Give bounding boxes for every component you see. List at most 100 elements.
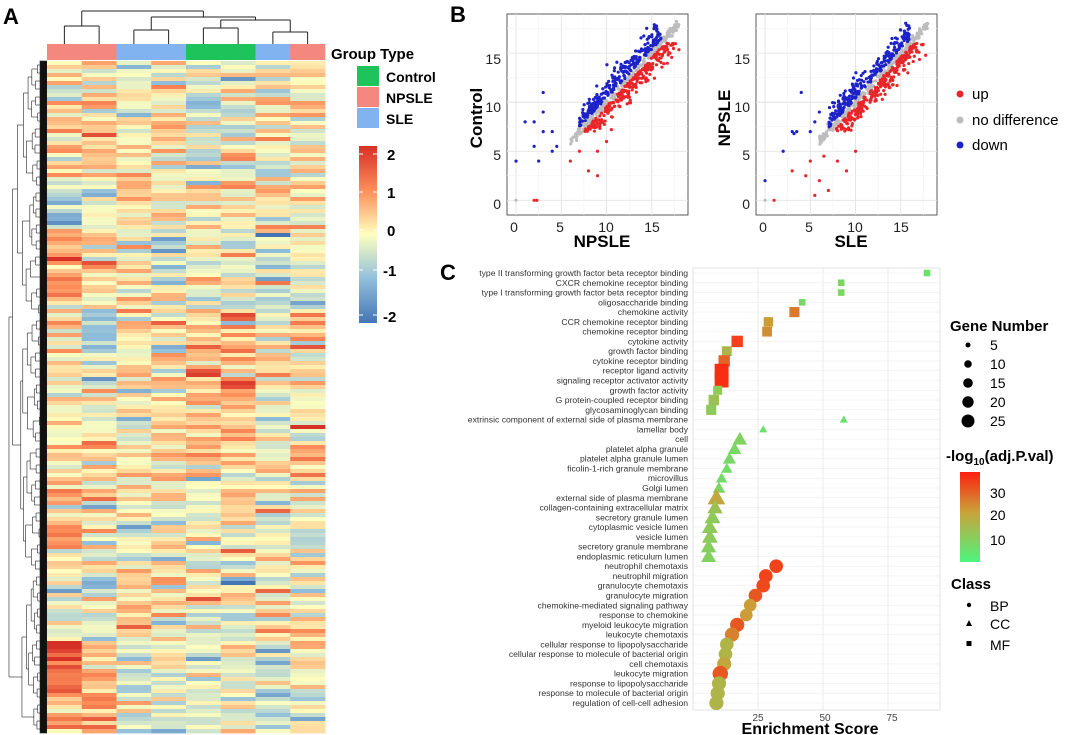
- scatter-point: [883, 92, 887, 96]
- heatmap-cell: [81, 681, 117, 686]
- heatmap-cell: [255, 105, 291, 110]
- scatter-point: [655, 27, 659, 31]
- heatmap-cell: [116, 193, 152, 198]
- heatmap-cell: [151, 589, 187, 594]
- heatmap-cell: [220, 193, 256, 198]
- heatmap-cell: [290, 653, 326, 658]
- scatter-point: [623, 65, 628, 69]
- heatmap-cell: [220, 377, 256, 382]
- scatter-point: [866, 80, 870, 84]
- heatmap-cell: [290, 453, 326, 458]
- heatmap-cell: [220, 213, 256, 218]
- heatmap-cell: [81, 353, 117, 358]
- heatmap-cell: [47, 221, 83, 226]
- heatmap-cell: [81, 421, 117, 426]
- gene-number-title: Gene Number: [950, 318, 1049, 335]
- scatter-point: [621, 88, 625, 93]
- heatmap-cell: [151, 397, 187, 402]
- heatmap-cell: [255, 321, 291, 326]
- heatmap-cell: [255, 593, 291, 598]
- scatter-point: [578, 132, 582, 136]
- scatter-point: [604, 107, 609, 112]
- heatmap-cell: [81, 401, 117, 406]
- heatmap-cell: [255, 473, 291, 478]
- heatmap-cell: [186, 497, 222, 502]
- y-ticks: 0 5 10 15: [734, 51, 750, 212]
- heatmap-cell: [186, 73, 222, 78]
- heatmap-cell: [151, 653, 187, 658]
- heatmap-cell: [47, 329, 83, 334]
- scatter-point: [909, 45, 913, 49]
- heatmap-cell: [290, 165, 326, 170]
- heatmap-cell: [47, 105, 83, 110]
- heatmap-cell: [47, 345, 83, 350]
- heatmap-cell: [151, 453, 187, 458]
- heatmap-cell: [116, 621, 152, 626]
- term-marker-cc: [704, 509, 721, 524]
- heatmap-cell: [290, 409, 326, 414]
- scatter-point: [864, 77, 868, 81]
- heatmap-cell: [47, 425, 83, 430]
- heatmap-cell: [47, 549, 83, 554]
- scatter-point: [674, 19, 678, 23]
- scatter-point: [532, 198, 536, 202]
- heatmap-cell: [151, 225, 187, 230]
- heatmap-cell: [151, 713, 187, 718]
- heatmap-cell: [220, 305, 256, 310]
- term-label: growth factor activity: [610, 385, 689, 395]
- heatmap-cell: [116, 101, 152, 106]
- heatmap-cell: [220, 177, 256, 182]
- heatmap-cell: [116, 653, 152, 658]
- heatmap-cell: [47, 489, 83, 494]
- heatmap-cell: [186, 257, 222, 262]
- heatmap-cell: [290, 325, 326, 330]
- heatmap-cell: [151, 221, 187, 226]
- heatmap-cell: [290, 377, 326, 382]
- heatmap-cell: [116, 661, 152, 666]
- heatmap-cell: [255, 669, 291, 674]
- heatmap-cell: [151, 341, 187, 346]
- heatmap-cell: [81, 481, 117, 486]
- heatmap-cell: [186, 469, 222, 474]
- heatmap-cell: [220, 481, 256, 486]
- heatmap-cell: [290, 317, 326, 322]
- heatmap-cell: [47, 201, 83, 206]
- scatter-point: [637, 59, 641, 64]
- scatter-point: [598, 107, 602, 111]
- scatter-point: [610, 90, 614, 94]
- heatmap-cell: [47, 477, 83, 482]
- scatter-point: [828, 116, 832, 120]
- heatmap-cell: [255, 241, 291, 246]
- heatmap-cell: [151, 349, 187, 354]
- heatmap-cell: [47, 145, 83, 150]
- heatmap-cell: [116, 517, 152, 522]
- x-tick-label: 50: [819, 713, 831, 724]
- heatmap-cell: [255, 113, 291, 118]
- heatmap-cell: [186, 293, 222, 298]
- heatmap-cell: [220, 381, 256, 386]
- term-marker-mf: [714, 373, 729, 388]
- heatmap-cell: [220, 669, 256, 674]
- heatmap-cell: [220, 233, 256, 238]
- heatmap-cell: [290, 701, 326, 706]
- heatmap-cell: [81, 709, 117, 714]
- scatter-point: [612, 66, 617, 70]
- legend-dot-down: [956, 141, 964, 149]
- heatmap-cell: [290, 429, 326, 434]
- heatmap-cell: [220, 621, 256, 626]
- scatter-point: [610, 106, 614, 110]
- heatmap-cell: [220, 469, 256, 474]
- heatmap-cell: [255, 281, 291, 286]
- heatmap-cell: [81, 333, 117, 338]
- heatmap-cell: [81, 297, 117, 302]
- heatmap-cell: [186, 77, 222, 82]
- heatmap-cell: [186, 141, 222, 146]
- heatmap-cell: [255, 81, 291, 86]
- heatmap-cell: [220, 593, 256, 598]
- heatmap-cell: [186, 345, 222, 350]
- heatmap-cell: [255, 361, 291, 366]
- scatter-point: [615, 60, 619, 64]
- heatmap-cell: [81, 497, 117, 502]
- scatter-point: [848, 107, 852, 111]
- scatter-point: [892, 42, 896, 46]
